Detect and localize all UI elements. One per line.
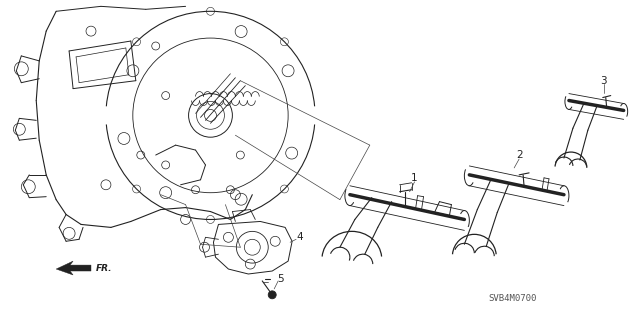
Polygon shape	[56, 261, 91, 275]
Text: 2: 2	[516, 150, 522, 160]
Text: 1: 1	[412, 173, 418, 183]
Circle shape	[268, 291, 276, 299]
Text: 5: 5	[277, 274, 284, 284]
Text: 4: 4	[297, 232, 303, 242]
Text: SVB4M0700: SVB4M0700	[489, 294, 537, 303]
Text: FR.: FR.	[96, 263, 113, 272]
Text: 3: 3	[600, 76, 607, 86]
